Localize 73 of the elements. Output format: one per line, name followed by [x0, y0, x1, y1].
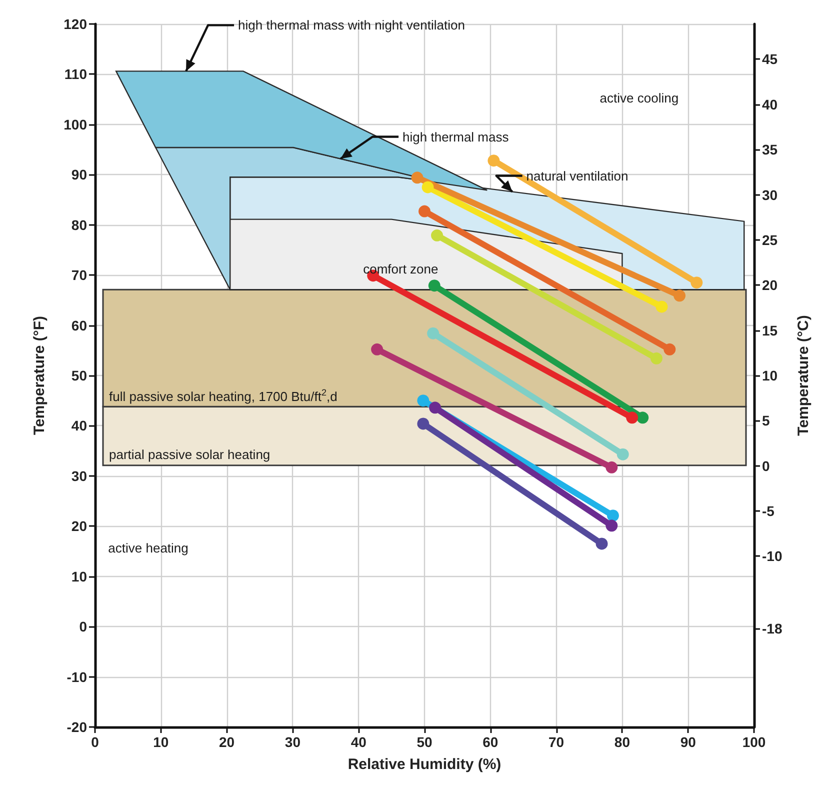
x-tick-label: 50 — [416, 734, 432, 750]
y2-tick-label: 15 — [762, 322, 778, 338]
point — [488, 154, 500, 167]
y-tick-label: 80 — [71, 216, 88, 233]
y-tick-label: -10 — [66, 668, 88, 685]
y-tick-label: 120 — [64, 16, 88, 32]
text: high thermal mass — [402, 129, 509, 144]
point — [656, 300, 668, 313]
y2-tick-label: 40 — [762, 96, 778, 112]
annotation: active heating — [108, 540, 188, 556]
x-axis-title: Relative Humidity (%) — [348, 756, 502, 773]
y2-tick-label: 5 — [762, 412, 770, 429]
band-label: partial passive solar heating — [109, 447, 270, 462]
point — [417, 418, 430, 430]
x-tick-label: 40 — [350, 734, 367, 750]
x-tick-label: 90 — [680, 734, 696, 750]
point — [596, 538, 608, 550]
y2-axis-title: Temperature (°C) — [795, 315, 812, 436]
point — [690, 276, 703, 289]
point — [431, 229, 444, 242]
point — [427, 327, 440, 340]
point — [606, 520, 618, 532]
y-tick-label: 10 — [71, 568, 88, 584]
point — [650, 352, 662, 364]
point — [411, 172, 424, 184]
x-tick-label: 100 — [742, 734, 766, 750]
point — [417, 394, 430, 407]
point — [616, 448, 629, 460]
point — [418, 205, 430, 218]
x-tick-label: 20 — [219, 734, 235, 750]
x-tick-label: 80 — [614, 734, 630, 750]
y2-tick-label: 10 — [762, 368, 778, 384]
y-tick-label: 90 — [71, 166, 88, 183]
x-tick-label: 70 — [548, 734, 564, 750]
point — [664, 343, 676, 356]
y2-tick-label: 20 — [762, 277, 778, 294]
y-tick-label: 50 — [71, 368, 88, 384]
y2-tick-label: 0 — [762, 458, 770, 474]
series-label: comfort zone — [363, 261, 438, 276]
x-tick-label: 10 — [153, 734, 169, 750]
y-axis-title: Temperature (°F) — [31, 316, 48, 436]
y2-tick-label: 45 — [762, 51, 778, 68]
y2-tick-label: -18 — [762, 620, 782, 637]
y-tick-label: 60 — [71, 317, 88, 334]
point — [606, 461, 618, 474]
y-tick-label: 110 — [64, 66, 88, 82]
point — [606, 510, 619, 522]
y-tick-label: 20 — [71, 518, 88, 534]
y2-tick-label: 35 — [762, 142, 778, 158]
point — [674, 290, 686, 302]
annotation: active cooling — [600, 90, 679, 106]
point — [371, 343, 384, 356]
y2-tick-label: -5 — [762, 503, 775, 520]
text: high thermal mass with night ventilation — [238, 18, 465, 33]
point — [428, 280, 440, 292]
y2-tick-label: 25 — [762, 232, 778, 248]
point — [636, 412, 649, 424]
y-tick-label: 30 — [71, 468, 88, 484]
y-tick-label: 40 — [71, 418, 88, 434]
x-tick-label: 30 — [284, 734, 301, 750]
series-label: natural ventilation — [526, 168, 628, 184]
y2-tick-label: -10 — [762, 548, 782, 564]
y-tick-label: 70 — [71, 267, 88, 284]
y2-tick-label: 30 — [762, 186, 778, 203]
point — [422, 181, 434, 194]
band-label: full passive solar heating, 1700 Btu/ft$^{2}$,d — [109, 386, 338, 404]
x-tick-label: 0 — [91, 734, 100, 750]
y-tick-label: -20 — [66, 719, 88, 735]
x-tick-label: 60 — [482, 734, 498, 750]
y-tick-label: 100 — [64, 116, 88, 132]
point — [429, 402, 442, 414]
y-tick-label: 0 — [79, 618, 88, 635]
point — [626, 412, 638, 424]
